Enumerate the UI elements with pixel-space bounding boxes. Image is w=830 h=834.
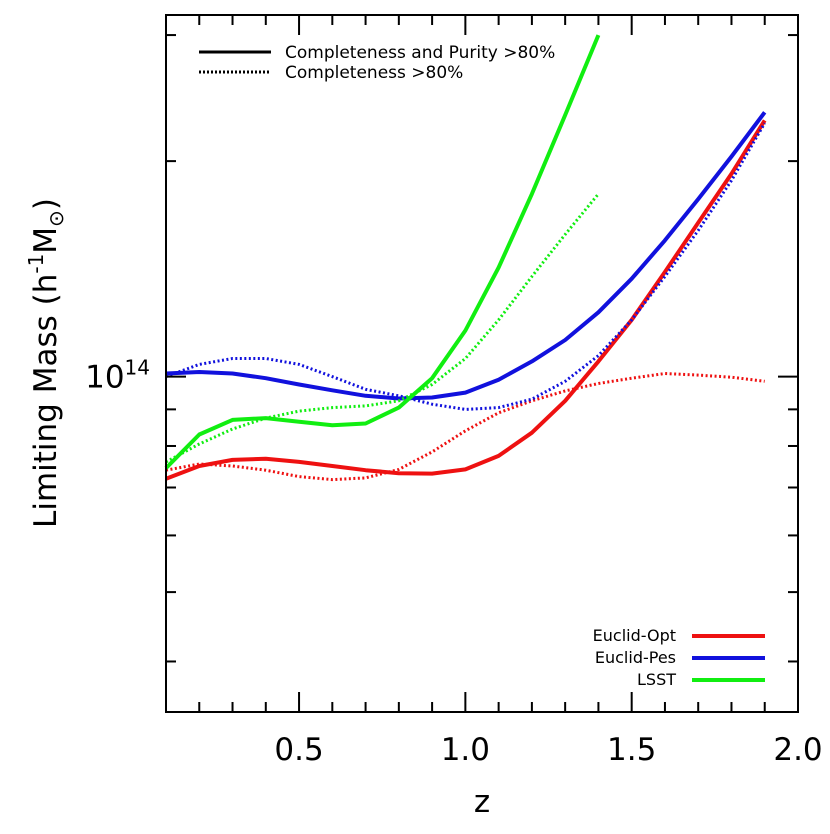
series-line-euclid-pes-solid [165,111,767,401]
y-axis-title-close: ) [28,198,64,210]
y-axis-title-sun-symbol: ⊙ [44,210,68,227]
series-line-lsst-dotted [165,192,600,464]
y-tick-label: 1014 [85,356,150,396]
line-style-legend: Completeness and Purity >80% Completenes… [199,43,555,83]
legend-solid-label: Completeness and Purity >80% [285,43,555,63]
y-axis-title-unit: M [28,227,64,254]
series-line-euclid-pes-dotted [165,122,766,411]
ticks-layer [166,15,798,712]
x-tick-label: 1.5 [607,732,656,768]
series-legend: Euclid-Opt Euclid-Pes LSST [593,626,765,689]
series-line-euclid-opt-solid [165,119,767,481]
legend-euclid-opt-label: Euclid-Opt [593,626,676,645]
legend-lsst-label: LSST [637,670,676,689]
y-axis-title-exponent: -1 [24,254,48,274]
x-axis-title: z [474,784,490,820]
x-tick-label: 0.5 [274,732,323,768]
y-tick-labels: 1014 [85,356,150,396]
y-axis-title: Limiting Mass (h-1M⊙) [24,198,68,528]
x-tick-label: 2.0 [773,732,822,768]
x-tick-label: 1.0 [441,732,490,768]
series-line-euclid-opt-dotted [165,372,765,482]
x-tick-labels: 0.5 1.0 1.5 2.0 [274,732,822,768]
series-line-lsst-solid [164,34,601,470]
plot-frame [165,14,799,713]
legend-dotted-label: Completeness >80% [285,63,463,83]
series-layer [164,34,767,482]
legend-euclid-pes-label: Euclid-Pes [595,648,676,667]
